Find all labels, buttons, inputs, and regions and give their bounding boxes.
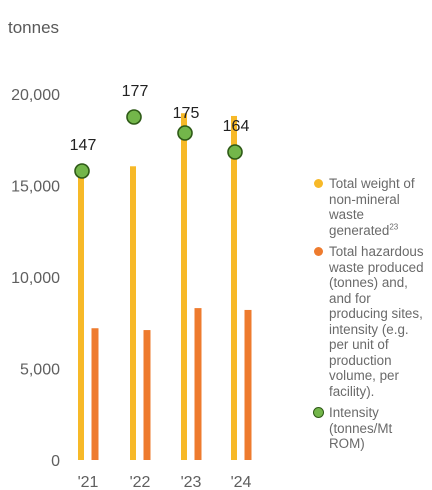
legend-item-intensity: Intensity (tonnes/Mt ROM) [312,405,430,452]
bar-hazardous-waste [91,328,99,460]
intensity-data-label: 164 [223,118,250,135]
intensity-marker [126,109,142,125]
intensity-marker [227,144,243,160]
x-tick-label: '22 [130,474,151,490]
bar-hazardous-waste [194,308,202,460]
legend-swatch-hazardous-waste [314,247,323,256]
legend-swatch-intensity [313,407,324,418]
legend-item-total-waste: Total weight of non-mineral waste genera… [312,176,430,238]
intensity-data-label: 177 [122,83,149,100]
legend-swatch-total-waste [314,179,323,188]
bar-total-waste [231,115,237,461]
bar-total-waste [181,113,187,460]
x-tick-label: '23 [181,474,202,490]
x-tick-label: '21 [78,474,99,490]
bar-hazardous-waste [244,309,252,460]
chart-legend: Total weight of non-mineral waste genera… [312,176,430,458]
y-tick-label: 15,000 [11,179,60,196]
unit-label: tonnes [8,18,60,37]
intensity-data-label: 175 [173,105,200,122]
intensity-data-label: 147 [70,137,97,154]
legend-label-intensity: Intensity (tonnes/Mt ROM) [329,405,393,451]
x-tick-label: '24 [231,474,252,490]
legend-label-hazardous-waste: Total hazardous waste produced (tonnes) … [329,244,424,399]
legend-item-hazardous-waste: Total hazardous waste produced (tonnes) … [312,244,430,399]
intensity-marker [177,125,193,141]
y-tick-label: 5,000 [20,362,60,379]
y-tick-label: 20,000 [11,87,60,104]
bar-hazardous-waste [143,330,151,460]
y-tick-label: 0 [51,453,60,470]
legend-label-total-waste: Total weight of non-mineral waste genera… [329,176,415,238]
bar-total-waste [130,166,136,460]
bar-total-waste [78,167,84,460]
legend-footnote-marker: 23 [389,222,399,232]
y-tick-label: 10,000 [11,270,60,287]
intensity-marker [74,163,90,179]
